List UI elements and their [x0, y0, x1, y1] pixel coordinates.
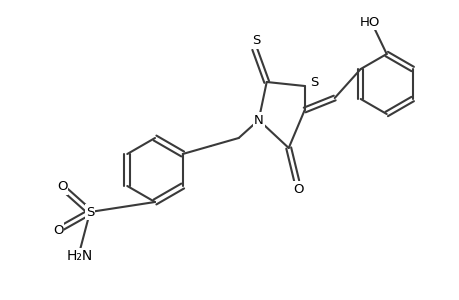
Text: O: O	[56, 181, 67, 194]
Text: S: S	[252, 34, 260, 47]
Text: H₂N: H₂N	[67, 249, 93, 263]
Text: S: S	[310, 76, 318, 88]
Text: N: N	[253, 113, 263, 127]
Text: O: O	[293, 182, 303, 196]
Text: O: O	[53, 224, 63, 236]
Text: S: S	[86, 206, 94, 218]
Text: HO: HO	[359, 16, 379, 28]
